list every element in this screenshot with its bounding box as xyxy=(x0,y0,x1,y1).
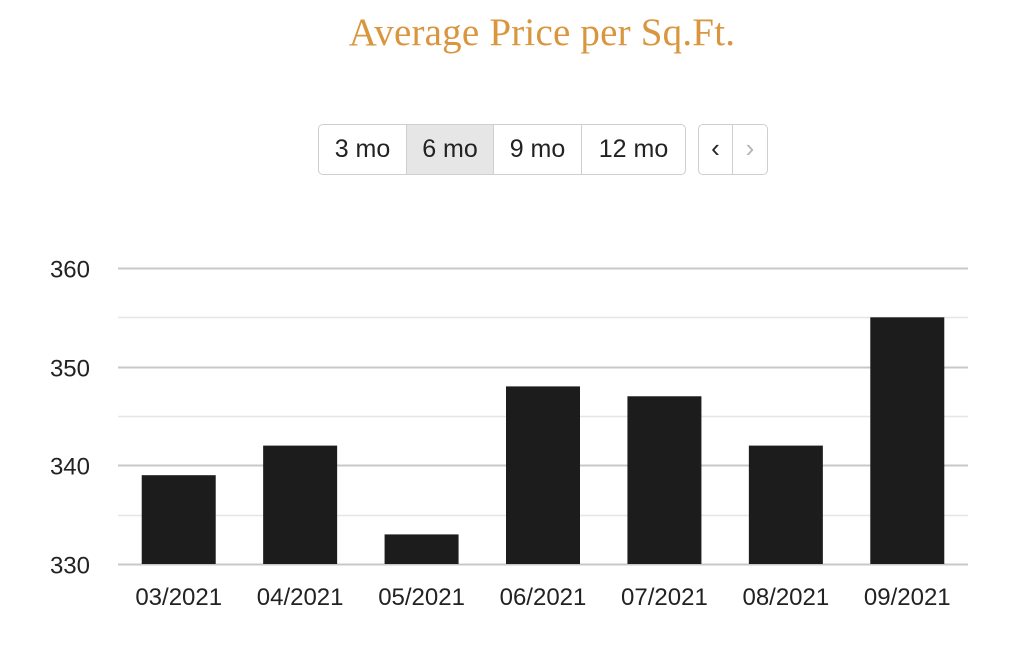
range-selector: 3 mo 6 mo 9 mo 12 mo xyxy=(318,124,686,175)
y-tick-label: 350 xyxy=(50,356,90,383)
x-tick-label: 07/2021 xyxy=(621,584,708,611)
bar-07-2021 xyxy=(627,396,702,564)
y-tick-label: 360 xyxy=(50,257,90,284)
bar-05-2021 xyxy=(384,534,459,564)
range-12mo-button[interactable]: 12 mo xyxy=(598,135,669,163)
x-tick-label: 06/2021 xyxy=(500,584,587,611)
bar-06-2021 xyxy=(506,386,580,564)
range-3mo-button[interactable]: 3 mo xyxy=(319,125,407,174)
range-6mo-button[interactable]: 6 mo xyxy=(407,125,494,174)
period-navigation: ‹ › xyxy=(698,124,768,175)
bar-03-2021 xyxy=(141,475,216,564)
range-9mo-button[interactable]: 9 mo xyxy=(494,125,582,174)
y-tick-label: 340 xyxy=(50,454,90,481)
x-tick-label: 03/2021 xyxy=(135,584,222,611)
chevron-left-icon[interactable]: ‹ xyxy=(699,125,733,174)
x-tick-label: 09/2021 xyxy=(864,584,951,611)
x-tick-label: 05/2021 xyxy=(378,584,465,611)
bar-08-2021 xyxy=(748,445,823,564)
chart-title: Average Price per Sq.Ft. xyxy=(348,11,736,54)
y-tick-label: 330 xyxy=(50,553,90,580)
bar-09-2021 xyxy=(870,317,945,564)
x-tick-label: 08/2021 xyxy=(742,584,829,611)
x-tick-label: 04/2021 xyxy=(257,584,344,611)
bar-04-2021 xyxy=(263,445,338,564)
chevron-right-icon[interactable]: › xyxy=(745,133,755,163)
